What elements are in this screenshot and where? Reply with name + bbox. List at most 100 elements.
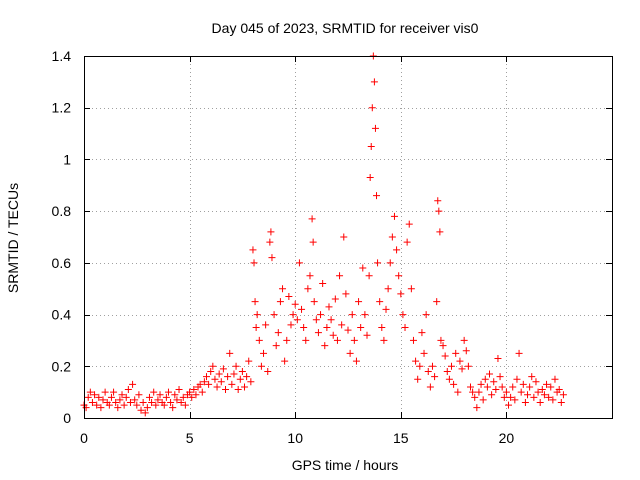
- data-point: [234, 386, 242, 394]
- data-point: [469, 388, 477, 396]
- data-point: [551, 375, 559, 383]
- data-point: [152, 401, 160, 409]
- data-point: [205, 380, 213, 388]
- data-point: [88, 398, 96, 406]
- data-point: [486, 370, 494, 378]
- y-tick-label: 0.8: [52, 203, 72, 219]
- data-point: [267, 228, 275, 236]
- data-point: [359, 264, 367, 272]
- data-point: [129, 380, 137, 388]
- data-point: [97, 404, 105, 412]
- data-point: [549, 396, 557, 404]
- data-point: [492, 386, 500, 394]
- data-point: [135, 391, 143, 399]
- data-point: [458, 365, 466, 373]
- data-point: [314, 329, 322, 337]
- data-point: [112, 398, 120, 406]
- data-point: [192, 391, 200, 399]
- data-point: [209, 362, 217, 370]
- data-point: [213, 383, 221, 391]
- data-point: [515, 349, 523, 357]
- y-tick-label: 0.4: [52, 307, 72, 323]
- data-point: [287, 321, 295, 329]
- data-point: [517, 388, 525, 396]
- data-point: [302, 336, 310, 344]
- data-point: [250, 259, 258, 267]
- data-point: [84, 393, 92, 401]
- data-point: [507, 393, 515, 401]
- data-point: [232, 362, 240, 370]
- data-point: [422, 311, 430, 319]
- data-point: [274, 329, 282, 337]
- data-point: [145, 393, 153, 401]
- y-tick-label: 1.2: [52, 100, 72, 116]
- data-point: [536, 398, 544, 406]
- data-point: [414, 375, 422, 383]
- data-point: [266, 238, 274, 246]
- data-point: [428, 362, 436, 370]
- data-point: [365, 272, 373, 280]
- data-point: [238, 367, 246, 375]
- y-tick-label: 0.2: [52, 358, 72, 374]
- data-point: [545, 393, 553, 401]
- data-point: [363, 331, 371, 339]
- data-point: [397, 290, 405, 298]
- data-point: [447, 362, 455, 370]
- data-point: [373, 192, 381, 200]
- data-point: [367, 143, 375, 150]
- data-point: [190, 386, 198, 394]
- data-point: [513, 375, 521, 383]
- data-point: [82, 404, 90, 412]
- data-point: [384, 285, 392, 293]
- data-point: [101, 388, 109, 396]
- data-point: [431, 373, 439, 381]
- data-point: [285, 292, 293, 300]
- data-point: [241, 383, 249, 391]
- data-point: [371, 124, 379, 132]
- data-point: [126, 398, 134, 406]
- data-point: [454, 388, 462, 396]
- data-point: [133, 401, 141, 409]
- data-point: [374, 259, 382, 267]
- data-point: [137, 406, 145, 414]
- data-point: [291, 300, 299, 308]
- data-point: [164, 388, 172, 396]
- data-point: [382, 305, 390, 313]
- data-point: [519, 380, 527, 388]
- data-point: [139, 398, 147, 406]
- data-point: [509, 383, 517, 391]
- data-point: [167, 398, 175, 406]
- data-point: [452, 349, 460, 357]
- data-point: [143, 404, 151, 412]
- data-point: [511, 396, 519, 404]
- data-point: [376, 298, 384, 306]
- data-point: [150, 388, 158, 396]
- data-point: [262, 321, 270, 329]
- data-point: [528, 373, 536, 381]
- data-point: [462, 347, 470, 355]
- data-point: [251, 298, 259, 306]
- data-point: [270, 311, 278, 319]
- data-point: [279, 285, 287, 293]
- data-point: [498, 383, 506, 391]
- data-point: [393, 246, 401, 254]
- data-point: [110, 388, 118, 396]
- data-point: [188, 393, 196, 401]
- data-points: [80, 52, 567, 417]
- data-point: [436, 228, 444, 236]
- data-point: [355, 298, 363, 306]
- data-point: [420, 349, 428, 357]
- data-point: [169, 404, 177, 412]
- data-point: [177, 398, 185, 406]
- data-point: [434, 197, 442, 205]
- data-point: [352, 357, 360, 365]
- data-point: [171, 391, 179, 399]
- data-point: [395, 272, 403, 280]
- data-point: [361, 311, 369, 319]
- data-point: [418, 329, 426, 337]
- data-point: [543, 380, 551, 388]
- data-point: [488, 391, 496, 399]
- data-point: [245, 357, 253, 365]
- data-point: [293, 316, 301, 324]
